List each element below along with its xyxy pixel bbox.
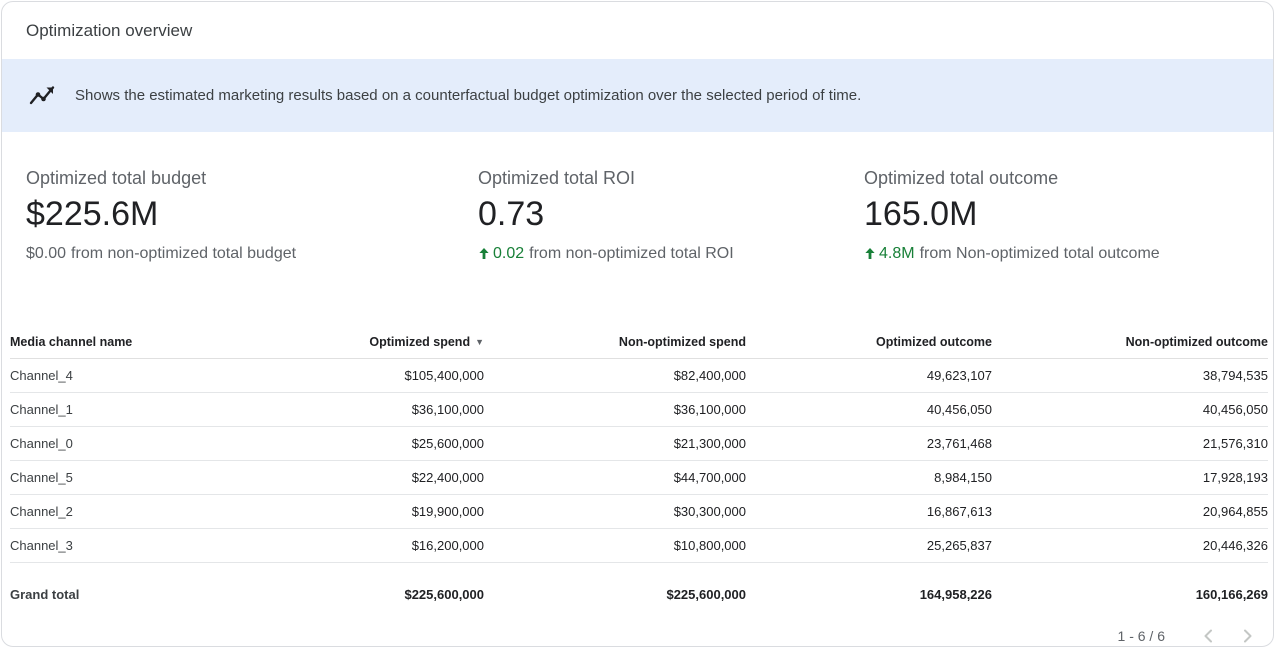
kpi-label: Optimized total ROI	[478, 168, 636, 188]
kpi-delta: 4.8M from Non-optimized total outcome	[864, 245, 1249, 263]
arrow-up-icon	[478, 247, 490, 260]
column-label: Optimized spend	[369, 334, 471, 349]
cell-non-optimized-spend: $82,400,000	[484, 358, 746, 393]
cell-channel-name: Channel_5	[10, 460, 196, 495]
banner-text: Shows the estimated marketing results ba…	[75, 87, 862, 104]
cell-non-optimized-outcome: 38,794,535	[992, 358, 1268, 393]
table-row: Channel_1 $36,100,000 $36,100,000 40,456…	[10, 392, 1268, 427]
cell-non-optimized-outcome: 17,928,193	[992, 460, 1268, 495]
insights-icon	[28, 82, 56, 110]
table-pagination: 1 - 6 / 6	[2, 616, 1273, 646]
cell-optimized-spend: $25,600,000	[196, 426, 484, 461]
grand-total-optimized-outcome: 164,958,226	[746, 561, 992, 616]
delta-text: from non-optimized total ROI	[529, 244, 734, 262]
cell-optimized-outcome: 40,456,050	[746, 392, 992, 427]
grand-total-non-optimized-spend: $225,600,000	[484, 561, 746, 616]
column-header-media-channel-name[interactable]: Media channel name	[10, 324, 196, 359]
grand-total-non-optimized-outcome: 160,166,269	[992, 561, 1268, 616]
delta-value: $0.00	[26, 244, 67, 262]
grand-total-row: Grand total $225,600,000 $225,600,000 16…	[10, 561, 1268, 616]
arrow-up-icon	[864, 247, 876, 260]
delta-value: 0.02	[493, 244, 525, 262]
table-row: Channel_0 $25,600,000 $21,300,000 23,761…	[10, 426, 1268, 461]
kpi-optimized-total-budget: Optimized total budget $225.6M $0.00 fro…	[26, 168, 478, 263]
table-row: Channel_3 $16,200,000 $10,800,000 25,265…	[10, 528, 1268, 563]
cell-non-optimized-outcome: 20,446,326	[992, 528, 1268, 563]
kpi-value: $225.6M	[26, 195, 159, 233]
cell-optimized-spend: $105,400,000	[196, 358, 484, 393]
column-label: Media channel name	[10, 334, 133, 349]
column-header-optimized-outcome[interactable]: Optimized outcome	[746, 324, 992, 359]
info-banner: Shows the estimated marketing results ba…	[2, 59, 1273, 132]
pagination-range: 1 - 6 / 6	[1117, 627, 1165, 644]
cell-non-optimized-spend: $44,700,000	[484, 460, 746, 495]
kpi-optimized-total-outcome: Optimized total outcome 165.0M 4.8M from…	[864, 168, 1249, 263]
page-title: Optimization overview	[26, 20, 193, 40]
next-page-button[interactable]	[1235, 624, 1259, 646]
column-header-non-optimized-spend[interactable]: Non-optimized spend	[484, 324, 746, 359]
column-label: Non-optimized spend	[618, 334, 746, 349]
cell-non-optimized-outcome: 21,576,310	[992, 426, 1268, 461]
cell-optimized-spend: $16,200,000	[196, 528, 484, 563]
cell-optimized-outcome: 49,623,107	[746, 358, 992, 393]
cell-optimized-outcome: 8,984,150	[746, 460, 992, 495]
cell-non-optimized-spend: $21,300,000	[484, 426, 746, 461]
cell-non-optimized-spend: $10,800,000	[484, 528, 746, 563]
kpi-value: 0.73	[478, 195, 545, 233]
cell-channel-name: Channel_1	[10, 392, 196, 427]
previous-page-button[interactable]	[1197, 624, 1221, 646]
cell-channel-name: Channel_0	[10, 426, 196, 461]
cell-optimized-spend: $19,900,000	[196, 494, 484, 529]
table-header-row: Media channel name Optimized spend ▼ Non-…	[10, 324, 1268, 359]
kpi-delta: $0.00 from non-optimized total budget	[26, 245, 478, 263]
table-row: Channel_4 $105,400,000 $82,400,000 49,62…	[10, 358, 1268, 393]
kpi-delta: 0.02 from non-optimized total ROI	[478, 245, 864, 263]
cell-optimized-outcome: 23,761,468	[746, 426, 992, 461]
sort-descending-icon: ▼	[475, 336, 484, 347]
table-row: Channel_5 $22,400,000 $44,700,000 8,984,…	[10, 460, 1268, 495]
kpi-value: 165.0M	[864, 195, 978, 233]
kpi-label: Optimized total budget	[26, 168, 207, 188]
cell-channel-name: Channel_4	[10, 358, 196, 393]
kpi-row: Optimized total budget $225.6M $0.00 fro…	[2, 132, 1273, 263]
cell-channel-name: Channel_2	[10, 494, 196, 529]
column-label: Non-optimized outcome	[1125, 334, 1268, 349]
delta-value: 4.8M	[879, 244, 915, 262]
grand-total-label: Grand total	[10, 561, 196, 616]
cell-non-optimized-spend: $30,300,000	[484, 494, 746, 529]
grand-total-optimized-spend: $225,600,000	[196, 561, 484, 616]
cell-optimized-outcome: 16,867,613	[746, 494, 992, 529]
column-label: Optimized outcome	[876, 334, 992, 349]
cell-channel-name: Channel_3	[10, 528, 196, 563]
delta-text: from Non-optimized total outcome	[919, 244, 1160, 262]
cell-optimized-spend: $22,400,000	[196, 460, 484, 495]
cell-non-optimized-spend: $36,100,000	[484, 392, 746, 427]
media-channel-table: Media channel name Optimized spend ▼ Non-…	[10, 324, 1268, 616]
column-header-optimized-spend[interactable]: Optimized spend ▼	[196, 324, 484, 359]
table-row: Channel_2 $19,900,000 $30,300,000 16,867…	[10, 494, 1268, 529]
cell-non-optimized-outcome: 40,456,050	[992, 392, 1268, 427]
delta-text: from non-optimized total budget	[71, 244, 297, 262]
cell-optimized-outcome: 25,265,837	[746, 528, 992, 563]
cell-optimized-spend: $36,100,000	[196, 392, 484, 427]
cell-non-optimized-outcome: 20,964,855	[992, 494, 1268, 529]
kpi-label: Optimized total outcome	[864, 168, 1059, 188]
column-header-non-optimized-outcome[interactable]: Non-optimized outcome	[992, 324, 1268, 359]
card-header: Optimization overview	[2, 2, 1273, 59]
kpi-optimized-total-roi: Optimized total ROI 0.73 0.02 from non-o…	[478, 168, 864, 263]
